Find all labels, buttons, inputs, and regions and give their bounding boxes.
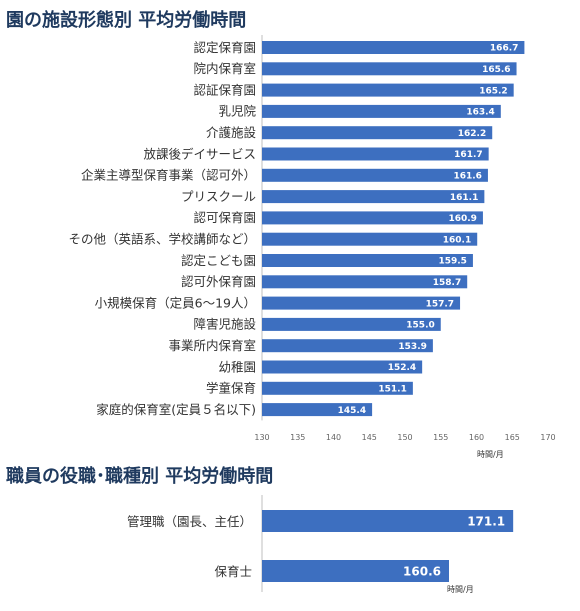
chart1-category-label: 乳児院 <box>218 104 256 119</box>
chart1-bar <box>262 296 461 310</box>
chart1-bar <box>262 190 485 204</box>
chart1-value-label: 151.1 <box>378 385 406 395</box>
chart2-value-label: 160.6 <box>403 565 441 579</box>
chart1-bar <box>262 104 501 118</box>
chart1-tick-label: 135 <box>290 433 305 442</box>
chart1-title: 園の施設形態別 平均労働時間 <box>6 10 247 31</box>
chart1-value-label: 158.7 <box>433 278 461 288</box>
chart1-bar <box>262 254 473 267</box>
chart1-category-label: 企業主導型保育事業（認可外） <box>81 168 256 183</box>
chart2-unit-label: 時間/月 <box>447 585 474 594</box>
chart1-bar <box>262 275 468 289</box>
chart1-category-label: 学童保育 <box>206 381 256 396</box>
chart1-bar <box>262 62 517 76</box>
chart1-bar <box>262 317 441 331</box>
chart2-bar <box>262 560 449 582</box>
chart1-value-label: 145.4 <box>338 406 366 416</box>
chart1-value-label: 166.7 <box>490 44 518 54</box>
chart1-category-label: 事業所内保育室 <box>168 338 256 353</box>
chart1-value-label: 162.2 <box>458 129 486 139</box>
chart1-category-label: 認定保育園 <box>193 40 256 55</box>
chart1-category-label: 認可保育園 <box>193 210 256 225</box>
chart1-value-label: 152.4 <box>388 363 416 373</box>
chart2-value-label: 171.1 <box>467 515 505 529</box>
chart1-category-label: 介護施設 <box>206 125 257 140</box>
chart1-value-label: 165.2 <box>479 86 507 96</box>
chart1-bar <box>262 381 413 395</box>
chart2-title: 職員の役職･職種別 平均労働時間 <box>6 466 274 487</box>
chart1-bar <box>262 403 373 417</box>
chart1-tick-label: 130 <box>254 433 269 442</box>
chart1-tick-label: 140 <box>326 433 341 442</box>
chart1-category-label: プリスクール <box>181 189 256 204</box>
chart1-value-label: 160.1 <box>443 235 471 245</box>
chart1-value-label: 160.9 <box>448 214 476 224</box>
chart1-category-label: 認証保育園 <box>193 82 256 97</box>
chart1-unit-label: 時間/月 <box>477 450 504 459</box>
chart1-value-label: 163.4 <box>466 108 494 118</box>
chart2-category-label: 管理職（園長、主任） <box>127 514 252 529</box>
chart1-value-label: 161.6 <box>453 172 481 182</box>
chart1-category-label: 放課後デイサービス <box>143 146 256 161</box>
chart1-tick-label: 165 <box>505 433 520 442</box>
chart1-value-label: 161.7 <box>454 150 482 160</box>
chart1-value-label: 161.1 <box>450 193 478 203</box>
chart1-tick-label: 155 <box>433 433 448 442</box>
chart1-tick-label: 150 <box>397 433 412 442</box>
chart2-bar <box>262 510 514 532</box>
chart1-value-label: 157.7 <box>426 299 454 309</box>
chart1-category-label: 認定こども園 <box>181 253 256 268</box>
chart2-category-label: 保育士 <box>214 564 252 579</box>
chart1-bar <box>262 360 423 374</box>
chart1-category-label: 認可外保育園 <box>181 274 256 289</box>
chart1-bar <box>262 126 493 140</box>
chart1-value-label: 159.5 <box>438 257 466 267</box>
chart1-bar <box>262 211 483 225</box>
chart1-category-label: 幼稚園 <box>218 359 256 374</box>
chart1-bar <box>262 232 478 246</box>
chart1-bar <box>262 41 525 54</box>
chart1-bar <box>262 339 433 353</box>
chart1-tick-label: 145 <box>362 433 377 442</box>
chart1-category-label: 障害児施設 <box>193 317 256 332</box>
chart1-category-label: 家庭的保育室(定員５名以下) <box>96 402 256 417</box>
chart1-value-label: 165.6 <box>482 65 510 75</box>
chart1-bar <box>262 168 488 182</box>
chart1-tick-label: 170 <box>540 433 555 442</box>
chart1-tick-label: 160 <box>469 433 484 442</box>
chart1-value-label: 153.9 <box>398 342 426 352</box>
chart1-bar <box>262 83 514 97</box>
chart1-category-label: 院内保育室 <box>193 61 256 76</box>
chart1-category-label: 小規模保育（定員6〜19人） <box>95 295 256 310</box>
chart1-bar <box>262 147 489 161</box>
chart1-value-label: 155.0 <box>406 321 434 331</box>
chart1-category-label: その他（英語系、学校講師など） <box>68 232 256 247</box>
